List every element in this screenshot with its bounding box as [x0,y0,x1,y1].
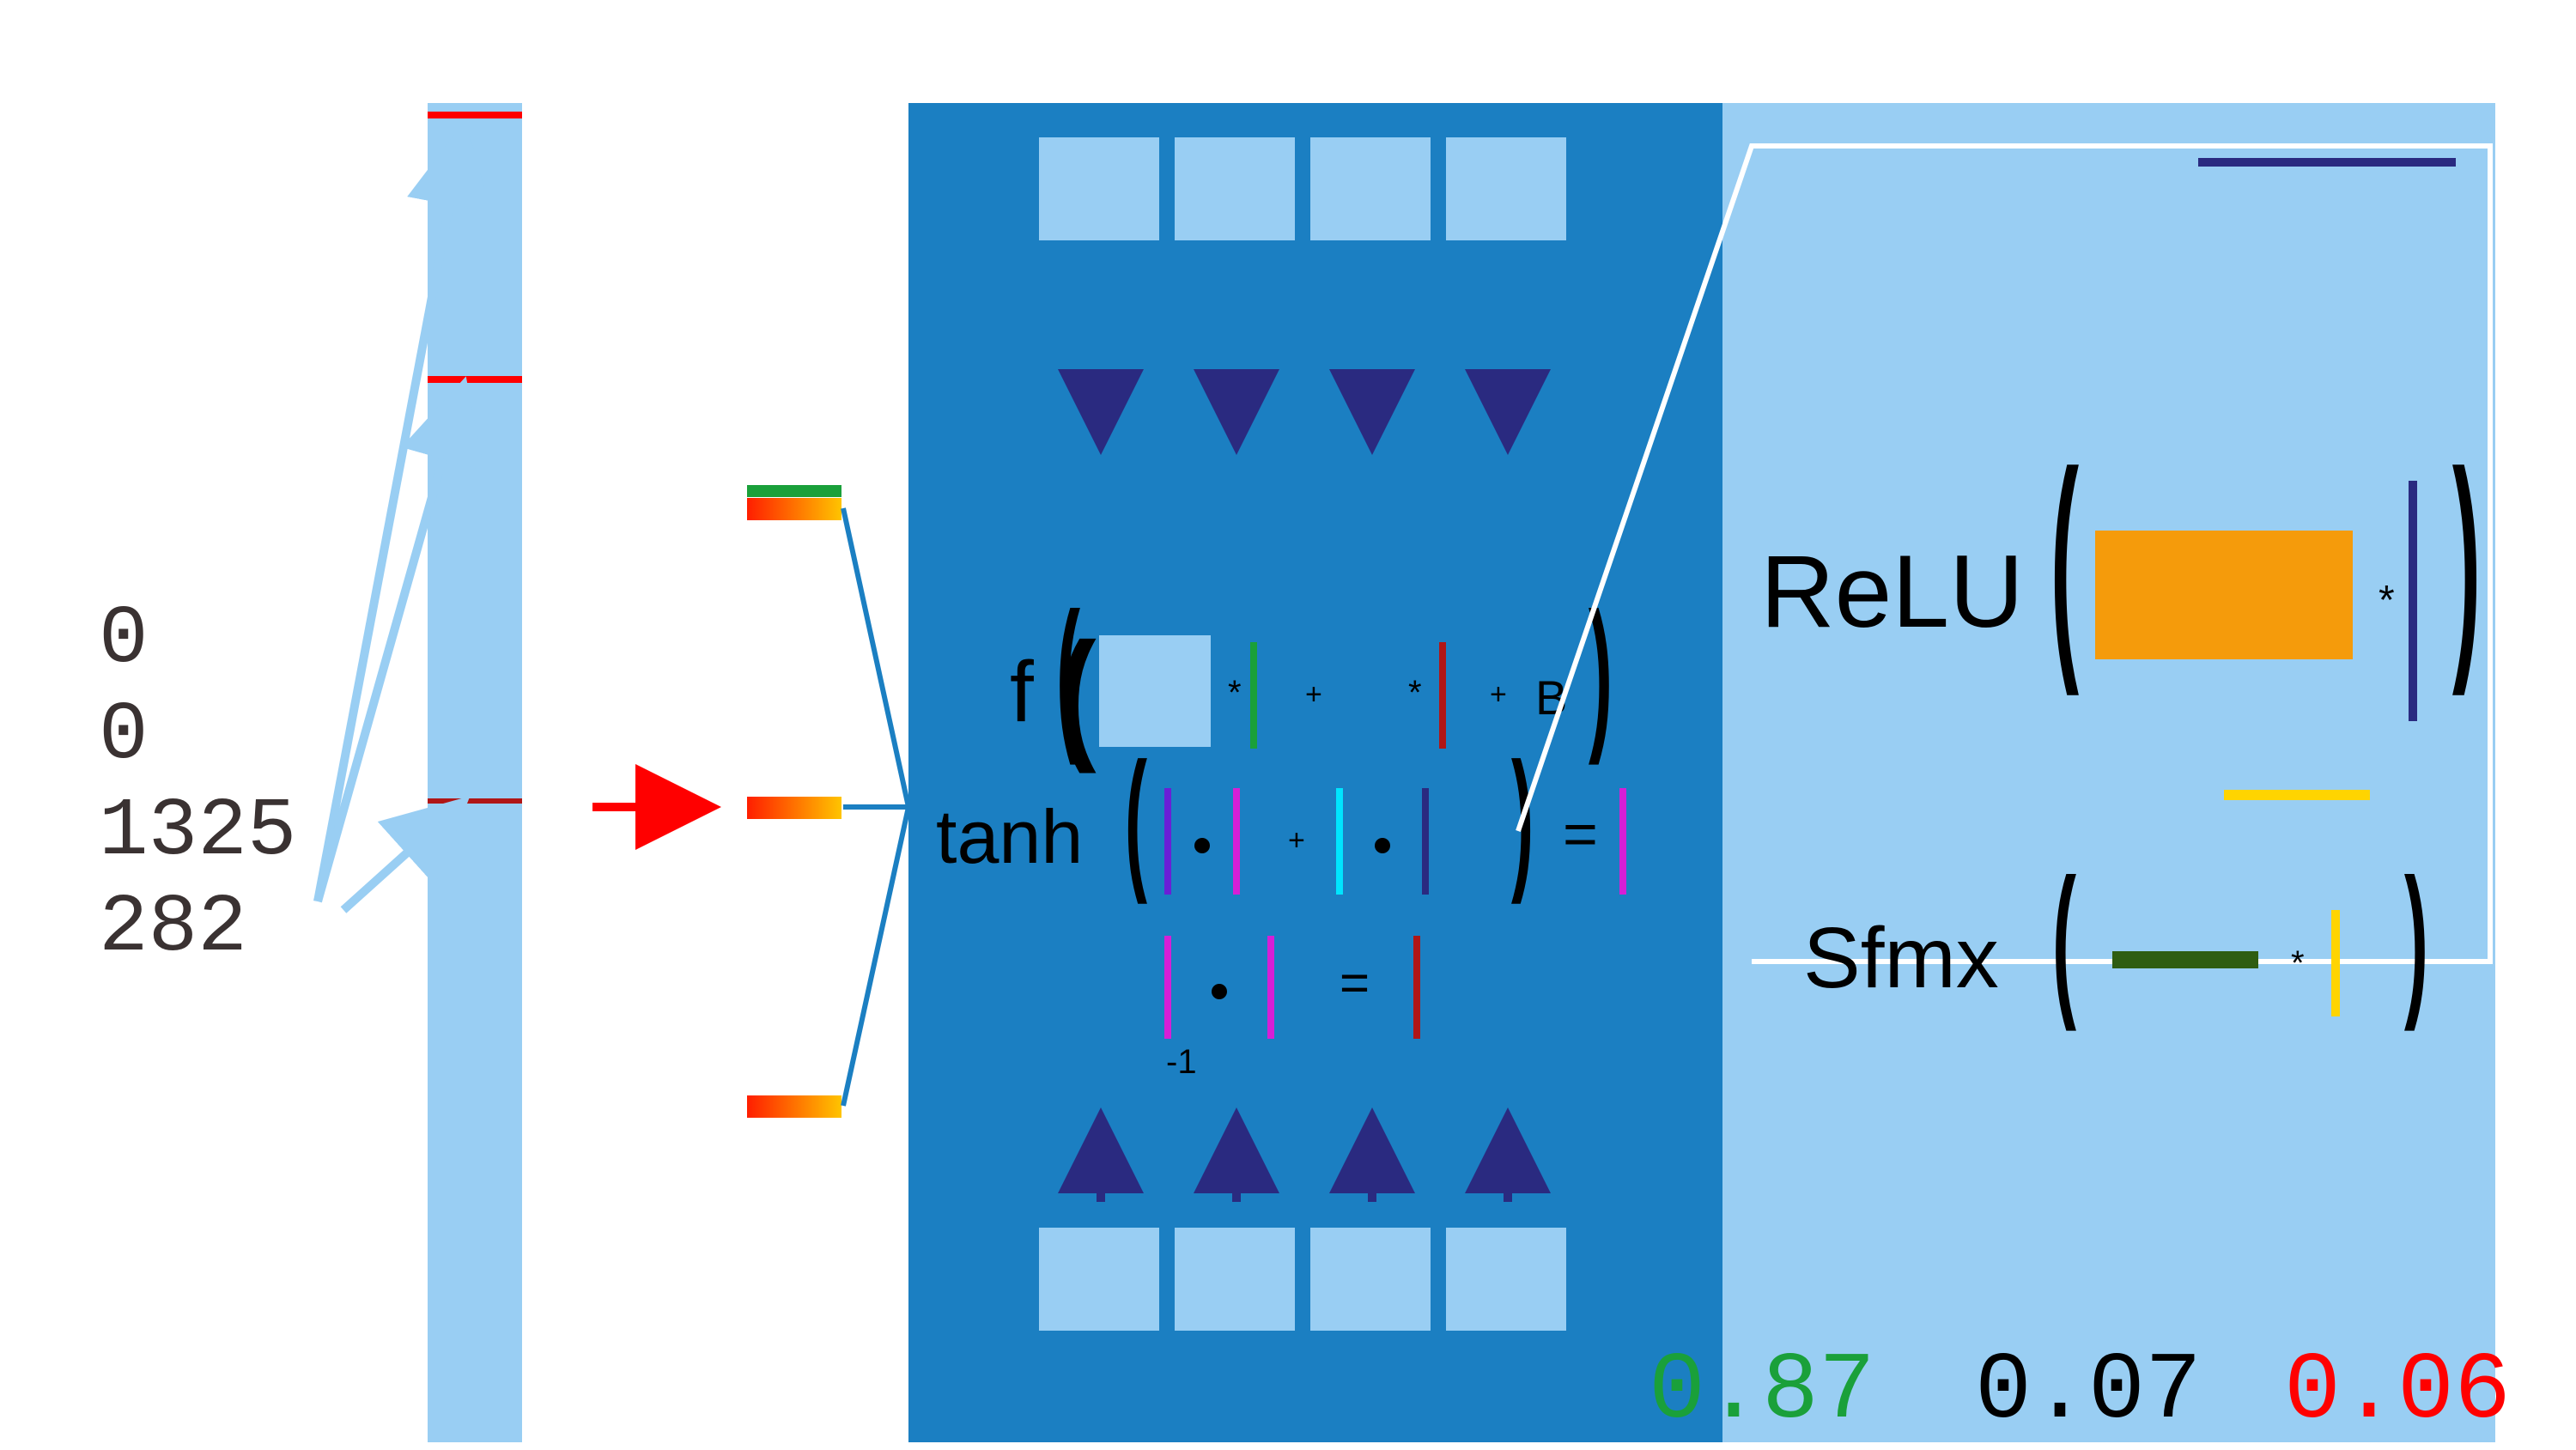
f-star-2: * [1408,674,1422,712]
minus-one-subscript: -1 [1166,1043,1197,1081]
dot-equals: = [1340,954,1370,1011]
f-plus-2: + [1490,678,1507,711]
f-star-1: * [1228,674,1242,712]
top-cell-1 [1175,137,1295,240]
input-index-3: 282 [99,881,247,974]
input-vector-column [428,103,522,1442]
top-cell-2 [1310,137,1431,240]
input-index-2: 1325 [99,785,296,878]
relu-label: ReLU [1760,534,2024,649]
f-label: f [1010,644,1034,740]
top-cell-3 [1446,137,1566,240]
bottom-cell-2 [1310,1228,1431,1331]
input-mark-2 [428,798,522,804]
chip-top-green [747,485,841,497]
output-prob-0: 0.87 [1649,1338,1875,1446]
top-cell-0 [1039,137,1159,240]
dot-op [1212,984,1227,999]
bottom-cell-3 [1446,1228,1566,1331]
sfmx-label: Sfmx [1803,910,1999,1006]
relu-weight-matrix [2095,531,2353,659]
f-plus-1: + [1305,678,1322,711]
output-prob-2: 0.06 [2284,1338,2511,1446]
relu-star: * [2379,578,2395,623]
relu-paren-left: ( [2050,420,2079,696]
tanh-equals: = [1563,800,1598,867]
input-mark-0 [428,112,522,118]
tanh-dot-1 [1194,838,1210,853]
sfmx-paren-left: ( [2052,844,2076,1031]
sfmx-weight-bar [2112,951,2258,968]
tanh-plus: + [1288,824,1305,857]
relu-paren-right: ) [2452,420,2481,696]
output-panel [1722,103,2495,1442]
f-paren-left: ( [1056,578,1080,765]
tanh-dot-2 [1375,838,1390,853]
embedding-chip-0 [747,498,841,520]
bottom-cell-1 [1175,1228,1295,1331]
f-square [1099,635,1211,747]
fan-line-2 [843,807,908,1106]
top-navy-bar [2198,158,2456,167]
sfmx-paren-right: ) [2404,844,2428,1031]
input-mark-1 [428,376,522,383]
input-index-0: 0 [99,592,149,686]
embedding-chip-1 [747,797,841,819]
sfmx-star: * [2291,944,2305,982]
tanh-paren-left: ( [1125,730,1147,905]
tanh-label: tanh [936,794,1083,879]
output-prob-1: 0.07 [1975,1338,2202,1446]
fan-line-0 [843,508,908,807]
embedding-chip-2 [747,1095,841,1118]
bottom-cell-0 [1039,1228,1159,1331]
relu-output-bar [2224,790,2370,800]
input-index-1: 0 [99,689,149,782]
